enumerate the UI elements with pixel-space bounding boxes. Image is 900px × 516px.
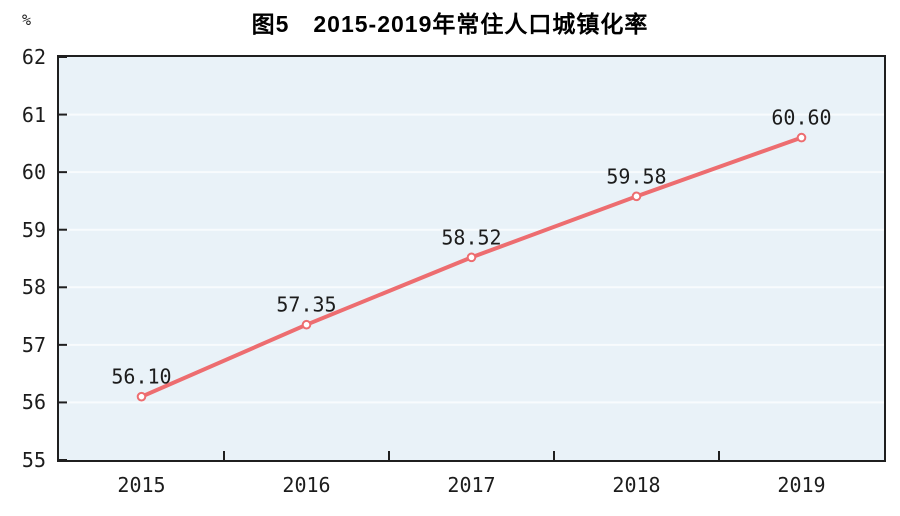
y-axis-tick-label: 56 bbox=[21, 390, 46, 415]
data-point-label: 57.35 bbox=[276, 293, 336, 317]
line-chart-canvas: 56.10 57.35 58.52 59.58 60.60 bbox=[59, 57, 884, 460]
plot-area: 56.10 57.35 58.52 59.58 60.60 bbox=[57, 55, 886, 462]
data-point-marker bbox=[466, 252, 477, 263]
x-axis-tick-label: 2015 bbox=[117, 473, 166, 497]
data-point-marker bbox=[631, 191, 642, 202]
data-point-marker bbox=[301, 319, 312, 330]
y-axis-tick-label: 57 bbox=[21, 332, 46, 357]
x-axis-tick-label: 2017 bbox=[447, 473, 496, 497]
data-point-marker bbox=[136, 391, 147, 402]
y-axis-tick-label: 58 bbox=[21, 275, 46, 300]
data-point-marker bbox=[796, 132, 807, 143]
y-axis-tick-label: 62 bbox=[21, 45, 46, 69]
data-point-label: 60.60 bbox=[771, 106, 831, 130]
y-axis-tick-label: 59 bbox=[21, 217, 46, 242]
y-axis-tick-label: 60 bbox=[21, 160, 46, 185]
chart-title: 图5 2015-2019年常住人口城镇化率 bbox=[0, 5, 900, 39]
data-point-label: 58.52 bbox=[441, 225, 501, 249]
y-axis-unit-label: % bbox=[22, 11, 32, 29]
x-axis-tick-label: 2018 bbox=[612, 473, 661, 497]
x-axis-tick-label: 2019 bbox=[777, 473, 826, 497]
chart-title-text: 2015-2019年常住人口城镇化率 bbox=[313, 11, 649, 37]
x-axis-tick-label: 2016 bbox=[282, 473, 331, 497]
y-axis-tick-label: 55 bbox=[21, 448, 46, 472]
data-point-label: 56.10 bbox=[111, 365, 171, 389]
chart-title-figure-number: 图5 bbox=[251, 11, 290, 37]
y-axis-tick-label: 61 bbox=[21, 102, 46, 127]
series-line bbox=[139, 135, 804, 399]
data-point-label: 59.58 bbox=[606, 164, 666, 188]
